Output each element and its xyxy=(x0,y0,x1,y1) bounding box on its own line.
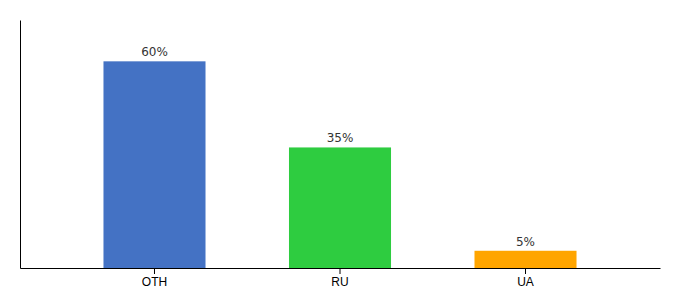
bar xyxy=(103,61,205,268)
plot-area: OTH RU UA 60% 35% 5% xyxy=(21,21,661,289)
x-tick-label: UA xyxy=(517,275,534,289)
y-axis xyxy=(20,21,21,269)
x-tick: UA xyxy=(517,268,534,289)
data-labels: 60% 35% 5% xyxy=(141,45,535,248)
x-tick-mark xyxy=(154,268,155,274)
bars xyxy=(103,61,576,268)
data-label: 60% xyxy=(141,45,168,59)
data-label: 35% xyxy=(327,131,354,145)
x-tick: RU xyxy=(331,268,348,289)
bar xyxy=(474,251,576,268)
chart-svg: OTH RU UA 60% 35% 5% xyxy=(0,0,680,300)
chart-container: OTH RU UA 60% 35% 5% xyxy=(0,0,680,300)
x-tick-mark xyxy=(340,268,341,274)
bar xyxy=(289,147,391,268)
y-axis-line xyxy=(20,21,21,269)
x-tick-label: RU xyxy=(331,275,348,289)
x-tick-mark xyxy=(525,268,526,274)
x-axis: OTH RU UA xyxy=(21,268,661,289)
x-tick: OTH xyxy=(142,268,167,289)
data-label: 5% xyxy=(516,235,535,249)
x-tick-label: OTH xyxy=(142,275,167,289)
